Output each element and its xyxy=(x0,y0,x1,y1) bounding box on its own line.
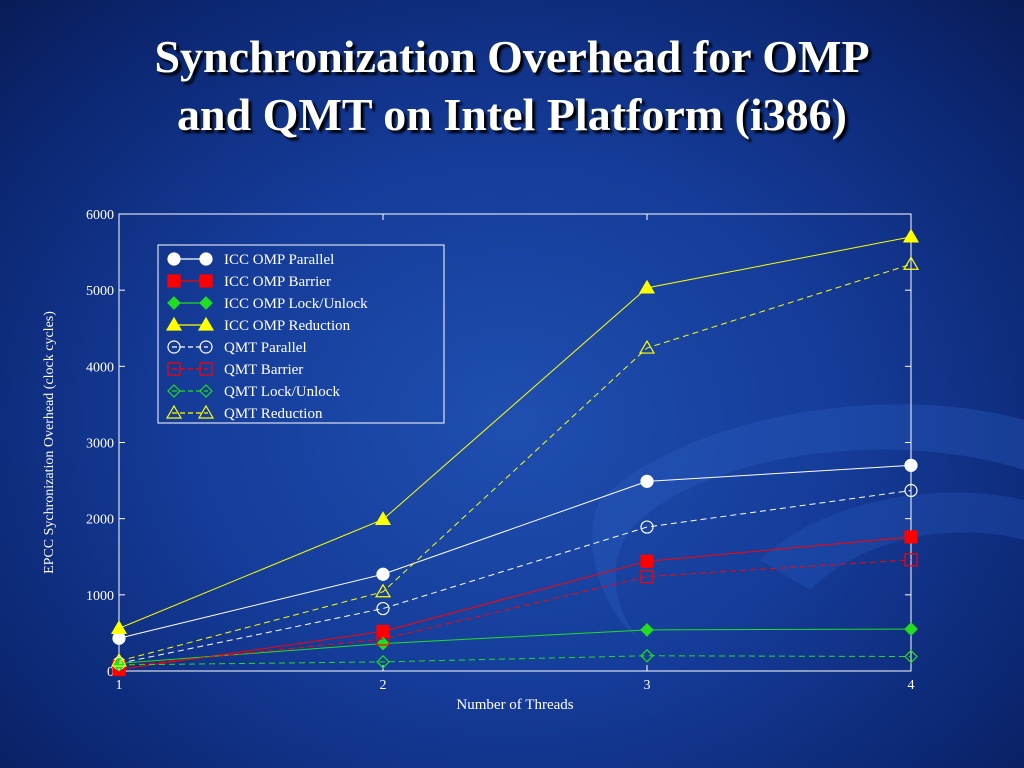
legend-marker xyxy=(167,274,181,288)
data-point xyxy=(112,658,126,672)
data-point xyxy=(376,601,390,616)
legend-box xyxy=(157,244,445,424)
legend-label: ICC OMP Lock/Unlock xyxy=(224,296,368,312)
x-axis-label: Number of Threads xyxy=(456,697,573,713)
data-point xyxy=(902,228,920,243)
data-point xyxy=(640,623,654,637)
series-line-7 xyxy=(118,655,912,666)
y-tick-label: 0 xyxy=(107,665,114,680)
data-point xyxy=(376,655,390,669)
data-point xyxy=(904,649,918,664)
data-point xyxy=(110,652,128,667)
data-point xyxy=(374,583,392,598)
legend-label: QMT Barrier xyxy=(224,362,303,378)
data-point xyxy=(904,530,918,544)
slide-title: Synchronization Overhead for OMP and QMT… xyxy=(0,28,1024,144)
series-line-3 xyxy=(118,628,912,664)
legend-marker xyxy=(167,340,181,354)
data-point xyxy=(640,569,654,584)
legend-label: QMT Reduction xyxy=(224,406,323,422)
data-point xyxy=(374,511,392,526)
data-point xyxy=(640,474,654,488)
data-point xyxy=(376,632,390,646)
legend-marker xyxy=(199,296,213,310)
legend-label: QMT Lock/Unlock xyxy=(224,384,340,400)
legend-marker xyxy=(165,404,183,419)
legend-marker xyxy=(199,340,213,354)
legend-marker xyxy=(199,384,213,398)
data-point xyxy=(640,648,654,663)
series-line-4 xyxy=(118,236,912,629)
x-tick-label: 4 xyxy=(908,678,915,693)
data-point xyxy=(902,256,920,270)
series-line-2 xyxy=(118,536,912,670)
series-line-5 xyxy=(118,489,912,664)
legend-marker xyxy=(197,404,215,419)
legend-label: ICC OMP Reduction xyxy=(224,318,351,334)
y-tick-label: 1000 xyxy=(86,589,114,604)
legend-marker xyxy=(199,252,213,266)
x-tick-label: 1 xyxy=(116,678,123,693)
data-point xyxy=(112,631,126,645)
y-tick-label: 6000 xyxy=(86,208,114,223)
legend-marker xyxy=(199,274,213,288)
legend-marker xyxy=(167,296,181,310)
legend-marker xyxy=(167,384,181,398)
data-point xyxy=(376,624,390,638)
y-axis-label: EPCC Sychronization Overhead (clock cycl… xyxy=(42,311,57,574)
data-point xyxy=(640,520,654,534)
y-tick-label: 2000 xyxy=(86,513,114,528)
slide-title-line-1: Synchronization Overhead for OMP xyxy=(154,31,870,82)
x-tick-label: 3 xyxy=(644,678,651,693)
series-line-6 xyxy=(118,559,912,667)
data-point xyxy=(904,483,918,498)
data-point xyxy=(638,339,656,354)
legend-marker xyxy=(199,362,213,376)
legend-label: QMT Parallel xyxy=(224,340,307,356)
legend-label: ICC OMP Barrier xyxy=(224,274,331,290)
y-tick-label: 3000 xyxy=(86,437,114,452)
data-point xyxy=(110,620,128,634)
legend-marker xyxy=(167,252,181,266)
series-line-8 xyxy=(118,263,912,662)
legend-marker xyxy=(167,362,181,376)
data-point xyxy=(376,636,390,651)
data-point xyxy=(640,554,654,568)
slide-title-line-2: and QMT on Intel Platform (i386) xyxy=(177,89,847,140)
data-point xyxy=(638,279,656,294)
y-tick-label: 5000 xyxy=(86,284,114,299)
data-point xyxy=(904,622,918,636)
series-line-1 xyxy=(118,464,912,639)
legend-label: ICC OMP Parallel xyxy=(224,252,334,268)
data-point xyxy=(904,458,918,472)
data-point xyxy=(376,567,390,581)
x-tick-label: 2 xyxy=(380,678,387,693)
y-tick-label: 4000 xyxy=(86,360,114,375)
legend-marker xyxy=(197,316,215,331)
data-point xyxy=(904,553,918,567)
legend-marker xyxy=(165,316,183,331)
